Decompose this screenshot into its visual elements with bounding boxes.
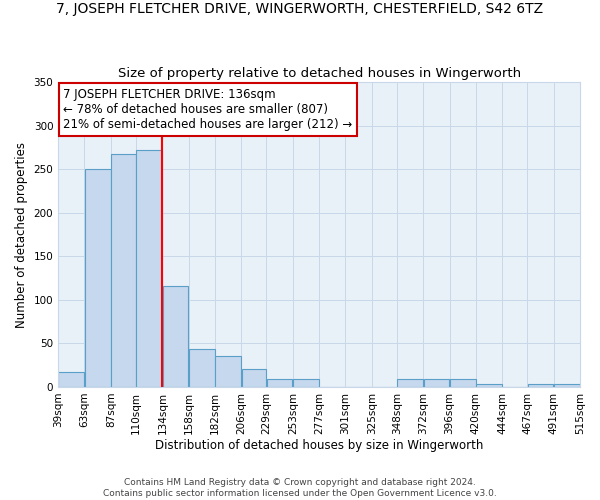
Bar: [215, 356, 241, 387]
Bar: [85, 169, 110, 387]
Bar: [163, 286, 188, 387]
Y-axis label: Number of detached properties: Number of detached properties: [15, 142, 28, 328]
Bar: [450, 379, 476, 387]
Bar: [476, 384, 502, 387]
X-axis label: Distribution of detached houses by size in Wingerworth: Distribution of detached houses by size …: [155, 440, 483, 452]
Text: Contains HM Land Registry data © Crown copyright and database right 2024.
Contai: Contains HM Land Registry data © Crown c…: [103, 478, 497, 498]
Bar: [242, 368, 266, 387]
Bar: [424, 379, 449, 387]
Text: 7 JOSEPH FLETCHER DRIVE: 136sqm
← 78% of detached houses are smaller (807)
21% o: 7 JOSEPH FLETCHER DRIVE: 136sqm ← 78% of…: [64, 88, 353, 131]
Bar: [397, 379, 423, 387]
Bar: [293, 379, 319, 387]
Bar: [554, 384, 580, 387]
Bar: [111, 154, 136, 387]
Bar: [527, 384, 553, 387]
Bar: [189, 348, 215, 387]
Bar: [136, 150, 162, 387]
Bar: [58, 372, 84, 387]
Text: 7, JOSEPH FLETCHER DRIVE, WINGERWORTH, CHESTERFIELD, S42 6TZ: 7, JOSEPH FLETCHER DRIVE, WINGERWORTH, C…: [56, 2, 544, 16]
Title: Size of property relative to detached houses in Wingerworth: Size of property relative to detached ho…: [118, 66, 521, 80]
Bar: [267, 379, 292, 387]
